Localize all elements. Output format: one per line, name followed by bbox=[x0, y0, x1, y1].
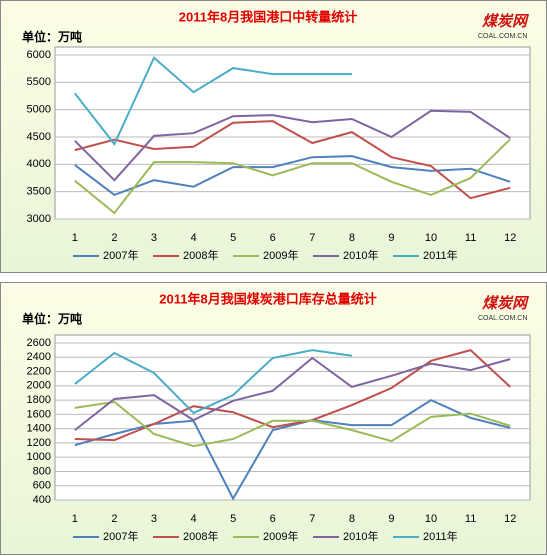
x-tick-label: 2 bbox=[111, 232, 117, 244]
y-tick-label: 6000 bbox=[27, 49, 51, 61]
series-line bbox=[74, 120, 511, 200]
y-tick-label: 1800 bbox=[27, 394, 51, 406]
y-tick-label: 2400 bbox=[27, 351, 51, 363]
chart-title: 2011年8月我国煤炭港口库存总量统计 bbox=[159, 291, 376, 306]
x-tick-label: 11 bbox=[465, 513, 476, 525]
unit-label: 单位：万吨 bbox=[22, 311, 82, 326]
legend-label: 2010年 bbox=[343, 248, 378, 262]
legend-label: 2007年 bbox=[103, 248, 138, 262]
x-tick-label: 6 bbox=[270, 513, 276, 525]
legend-label: 2009年 bbox=[263, 248, 298, 262]
x-tick-label: 5 bbox=[230, 513, 236, 525]
x-tick-label: 1 bbox=[72, 513, 78, 525]
y-tick-label: 1600 bbox=[27, 408, 51, 420]
y-tick-label: 1400 bbox=[27, 423, 51, 435]
x-tick-label: 12 bbox=[504, 232, 516, 244]
x-tick-label: 3 bbox=[151, 232, 157, 244]
x-tick-label: 4 bbox=[190, 232, 196, 244]
chart-title: 2011年8月我国港口中转量统计 bbox=[179, 9, 357, 24]
y-tick-label: 1000 bbox=[27, 451, 51, 463]
unit-label: 单位：万吨 bbox=[22, 29, 82, 44]
logo-sub: COAL.COM.CN bbox=[478, 33, 527, 40]
x-tick-label: 4 bbox=[190, 513, 196, 525]
x-tick-label: 9 bbox=[388, 232, 394, 244]
x-tick-label: 5 bbox=[230, 232, 236, 244]
series-line bbox=[74, 348, 511, 442]
y-tick-label: 3000 bbox=[27, 213, 51, 225]
y-tick-label: 2600 bbox=[27, 337, 51, 349]
logo-sub: COAL.COM.CN bbox=[478, 315, 527, 322]
y-tick-label: 4500 bbox=[27, 131, 51, 143]
x-tick-label: 7 bbox=[309, 513, 315, 525]
y-tick-label: 4000 bbox=[27, 158, 51, 170]
series-line bbox=[74, 349, 353, 415]
y-tick-label: 2200 bbox=[27, 365, 51, 377]
x-tick-label: 2 bbox=[111, 513, 117, 525]
legend-label: 2008年 bbox=[183, 248, 218, 262]
series-line bbox=[74, 109, 511, 182]
logo: 煤炭网 bbox=[482, 295, 530, 312]
x-tick-label: 11 bbox=[465, 232, 476, 244]
series-line bbox=[74, 56, 352, 147]
series-line bbox=[74, 356, 511, 431]
y-tick-label: 600 bbox=[33, 480, 51, 492]
series-line bbox=[74, 400, 511, 448]
y-tick-label: 400 bbox=[33, 494, 51, 506]
x-tick-label: 8 bbox=[349, 232, 355, 244]
legend-label: 2011年 bbox=[423, 529, 458, 543]
y-tick-label: 3500 bbox=[27, 186, 51, 198]
x-tick-label: 8 bbox=[349, 513, 355, 525]
legend-label: 2008年 bbox=[183, 529, 218, 543]
y-tick-label: 2000 bbox=[27, 380, 51, 392]
x-tick-label: 7 bbox=[309, 232, 315, 244]
x-tick-label: 9 bbox=[388, 513, 394, 525]
y-tick-label: 800 bbox=[33, 465, 51, 477]
x-tick-label: 6 bbox=[270, 232, 276, 244]
x-tick-label: 10 bbox=[425, 232, 437, 244]
x-tick-label: 3 bbox=[151, 513, 157, 525]
y-tick-label: 1200 bbox=[27, 437, 51, 449]
series-line bbox=[74, 138, 511, 215]
y-tick-label: 5000 bbox=[27, 104, 51, 116]
legend-label: 2007年 bbox=[103, 529, 138, 543]
x-tick-label: 10 bbox=[425, 513, 437, 525]
legend-label: 2009年 bbox=[263, 529, 298, 543]
x-tick-label: 12 bbox=[504, 513, 516, 525]
logo: 煤炭网 bbox=[482, 13, 530, 30]
legend-label: 2011年 bbox=[423, 248, 458, 262]
y-tick-label: 5500 bbox=[27, 76, 51, 88]
legend-label: 2010年 bbox=[343, 529, 378, 543]
x-tick-label: 1 bbox=[72, 232, 78, 244]
